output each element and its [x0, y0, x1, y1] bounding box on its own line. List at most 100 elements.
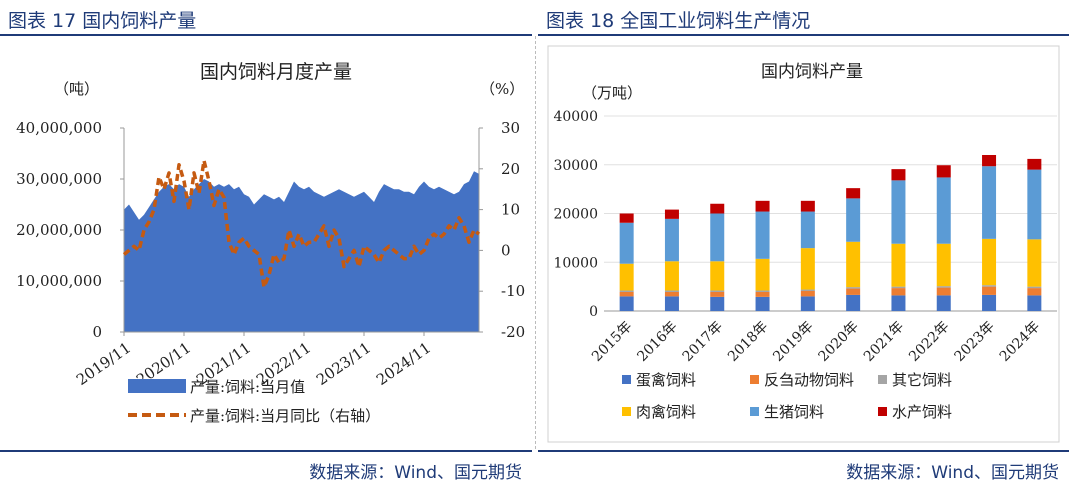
bar-segment-3	[664, 290, 679, 292]
bar-segment-1	[800, 296, 815, 311]
legend-area-label: 产量:饲料:当月值	[190, 378, 305, 396]
right-tick-label: -20	[501, 323, 525, 341]
bar-segment-4	[710, 261, 725, 291]
left-tick-label: 0	[92, 323, 102, 341]
figure-18-chart: 国内饲料产量 （万吨） 0 10000 20000 30000 40000 2015年 2016…	[542, 40, 1065, 452]
figure-17-panel: 图表 17 国内饲料产量 国内饲料月度产量 （吨） （%） 0 10,000,000 20…	[0, 0, 532, 489]
x-category-label: 2022年	[906, 319, 952, 365]
bar-segment-6	[982, 155, 997, 167]
bar-segment-4	[755, 258, 770, 291]
figure-17-source: 数据来源：Wind、国元期货	[309, 463, 522, 483]
bar-segment-6	[710, 203, 725, 214]
left-axis-unit: （吨）	[54, 80, 99, 98]
bar-segment-3	[710, 290, 725, 292]
bar-segment-4	[936, 243, 951, 287]
bar-segment-5	[619, 222, 634, 264]
bar-segment-5	[846, 198, 861, 242]
bar-segment-6	[846, 188, 861, 199]
legend-swatch-6	[878, 407, 887, 416]
bar-segment-1	[755, 296, 770, 311]
right-tick-label: 0	[501, 241, 511, 259]
figure-18-source: 数据来源：Wind、国元期货	[846, 463, 1059, 483]
bar-segment-4	[982, 238, 997, 286]
bar-segment-4	[619, 263, 634, 291]
bar-segment-3	[891, 286, 906, 289]
legend-line-label: 产量:饲料:当月同比（右轴）	[190, 407, 380, 425]
legend-label-3: 其它饲料	[892, 371, 952, 389]
x-tick-label: 2019/11	[73, 339, 134, 389]
x-category-label: 2017年	[680, 319, 726, 365]
bar-segment-5	[800, 211, 815, 249]
bar-segment-5	[1027, 169, 1042, 240]
legend-label-2: 反刍动物饲料	[764, 371, 854, 389]
y-tick-label: 40000	[553, 109, 598, 125]
bar-segment-1	[891, 295, 906, 311]
bar-segment-2	[891, 288, 906, 296]
legend-label-5: 生猪饲料	[764, 403, 824, 421]
bar-segment-5	[755, 211, 770, 259]
left-tick-label: 20,000,000	[16, 221, 102, 239]
legend-label-6: 水产饲料	[892, 403, 952, 421]
monthly-feed-production-chart: 国内饲料月度产量 （吨） （%） 0 10,000,000 20,000,000 30,00…	[16, 61, 525, 425]
bar-segment-5	[710, 213, 725, 262]
left-tick-label: 30,000,000	[16, 170, 102, 188]
bar-segment-1	[1027, 295, 1042, 311]
x-category-label: 2023年	[951, 319, 997, 365]
x-tick-label: 2024/11	[373, 339, 434, 389]
bar-segment-6	[755, 200, 770, 212]
bar-segment-6	[619, 213, 634, 223]
y-tick-label: 10000	[553, 255, 598, 271]
bar-segment-2	[755, 291, 770, 297]
bar-segment-2	[982, 286, 997, 295]
chart-18-frame	[547, 45, 1060, 443]
bar-segment-2	[710, 291, 725, 297]
yoy-growth-line	[122, 158, 481, 289]
monthly-production-area	[124, 171, 479, 332]
bar-segment-3	[1027, 286, 1042, 289]
left-tick-label: 40,000,000	[16, 119, 102, 137]
x-category-label: 2021年	[861, 319, 907, 365]
figure-17-bottom-rule	[0, 450, 532, 452]
bar-segment-5	[664, 218, 679, 262]
legend-swatch-2	[750, 375, 759, 384]
legend-swatch-1	[622, 375, 631, 384]
x-category-label: 2015年	[589, 319, 635, 365]
bar-segment-4	[891, 243, 906, 287]
right-tick-label: 30	[501, 119, 520, 137]
bar-segment-1	[664, 296, 679, 311]
right-tick-label: -10	[501, 282, 525, 300]
bar-segment-6	[664, 209, 679, 219]
bar-segment-3	[846, 287, 861, 289]
figure-17-title: 图表 17 国内饲料产量	[8, 10, 197, 32]
bar-segment-4	[800, 248, 815, 290]
bar-segment-3	[982, 285, 997, 287]
bar-segment-1	[982, 294, 997, 311]
legend-label-4: 肉禽饲料	[636, 403, 696, 421]
bar-segment-5	[982, 166, 997, 239]
y-axis-unit: （万吨）	[582, 84, 642, 102]
chart-18-title: 国内饲料产量	[761, 62, 863, 82]
right-tick-label: 10	[501, 201, 520, 219]
bar-segment-6	[936, 165, 951, 178]
y-tick-label: 20000	[553, 207, 598, 223]
legend-area-swatch	[128, 379, 186, 393]
bar-segment-1	[619, 296, 634, 311]
bar-segment-6	[800, 200, 815, 212]
legend-swatch-4	[622, 407, 631, 416]
bar-segment-6	[1027, 158, 1042, 170]
bar-segment-3	[755, 290, 770, 292]
left-tick-label: 10,000,000	[16, 272, 102, 290]
bar-segment-6	[891, 169, 906, 181]
bar-segment-5	[936, 177, 951, 244]
bar-segment-1	[846, 294, 861, 311]
x-category-label: 2024年	[997, 319, 1043, 365]
figure-17-top-rule	[0, 34, 532, 36]
bar-segment-2	[1027, 288, 1042, 296]
annual-feed-production-chart: 国内饲料产量 （万吨） 0 10000 20000 30000 40000 2015年2016…	[547, 45, 1060, 443]
figure-18-title: 图表 18 全国工业饲料生产情况	[546, 10, 811, 32]
right-tick-label: 20	[501, 160, 520, 178]
legend-swatch-3	[878, 375, 887, 384]
x-category-label: 2016年	[634, 319, 680, 365]
panel-divider	[535, 36, 536, 449]
bar-segment-4	[664, 261, 679, 291]
